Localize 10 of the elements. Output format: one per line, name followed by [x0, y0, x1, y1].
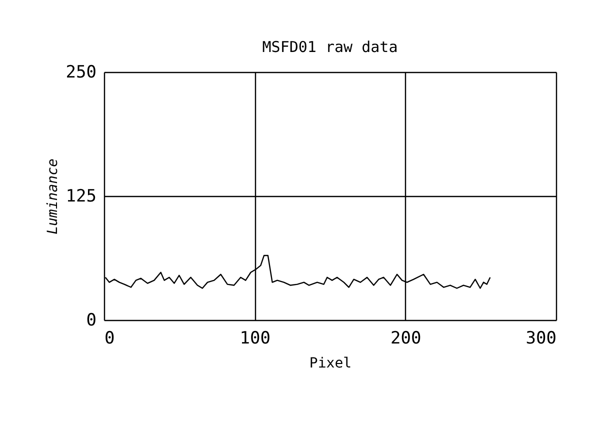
x-tick-label: 100	[240, 328, 271, 348]
x-tick-label: 0	[104, 328, 115, 348]
y-tick-label: 0	[86, 310, 96, 330]
y-tick-label: 125	[66, 186, 96, 206]
y-axis-title: Luminance	[44, 158, 61, 234]
x-tick-label: 300	[526, 328, 556, 348]
x-tick-label: 200	[390, 328, 422, 348]
chart-title: MSFD01 raw data	[262, 38, 398, 56]
y-tick-label: 250	[66, 62, 96, 82]
x-axis-title: Pixel	[309, 356, 352, 372]
